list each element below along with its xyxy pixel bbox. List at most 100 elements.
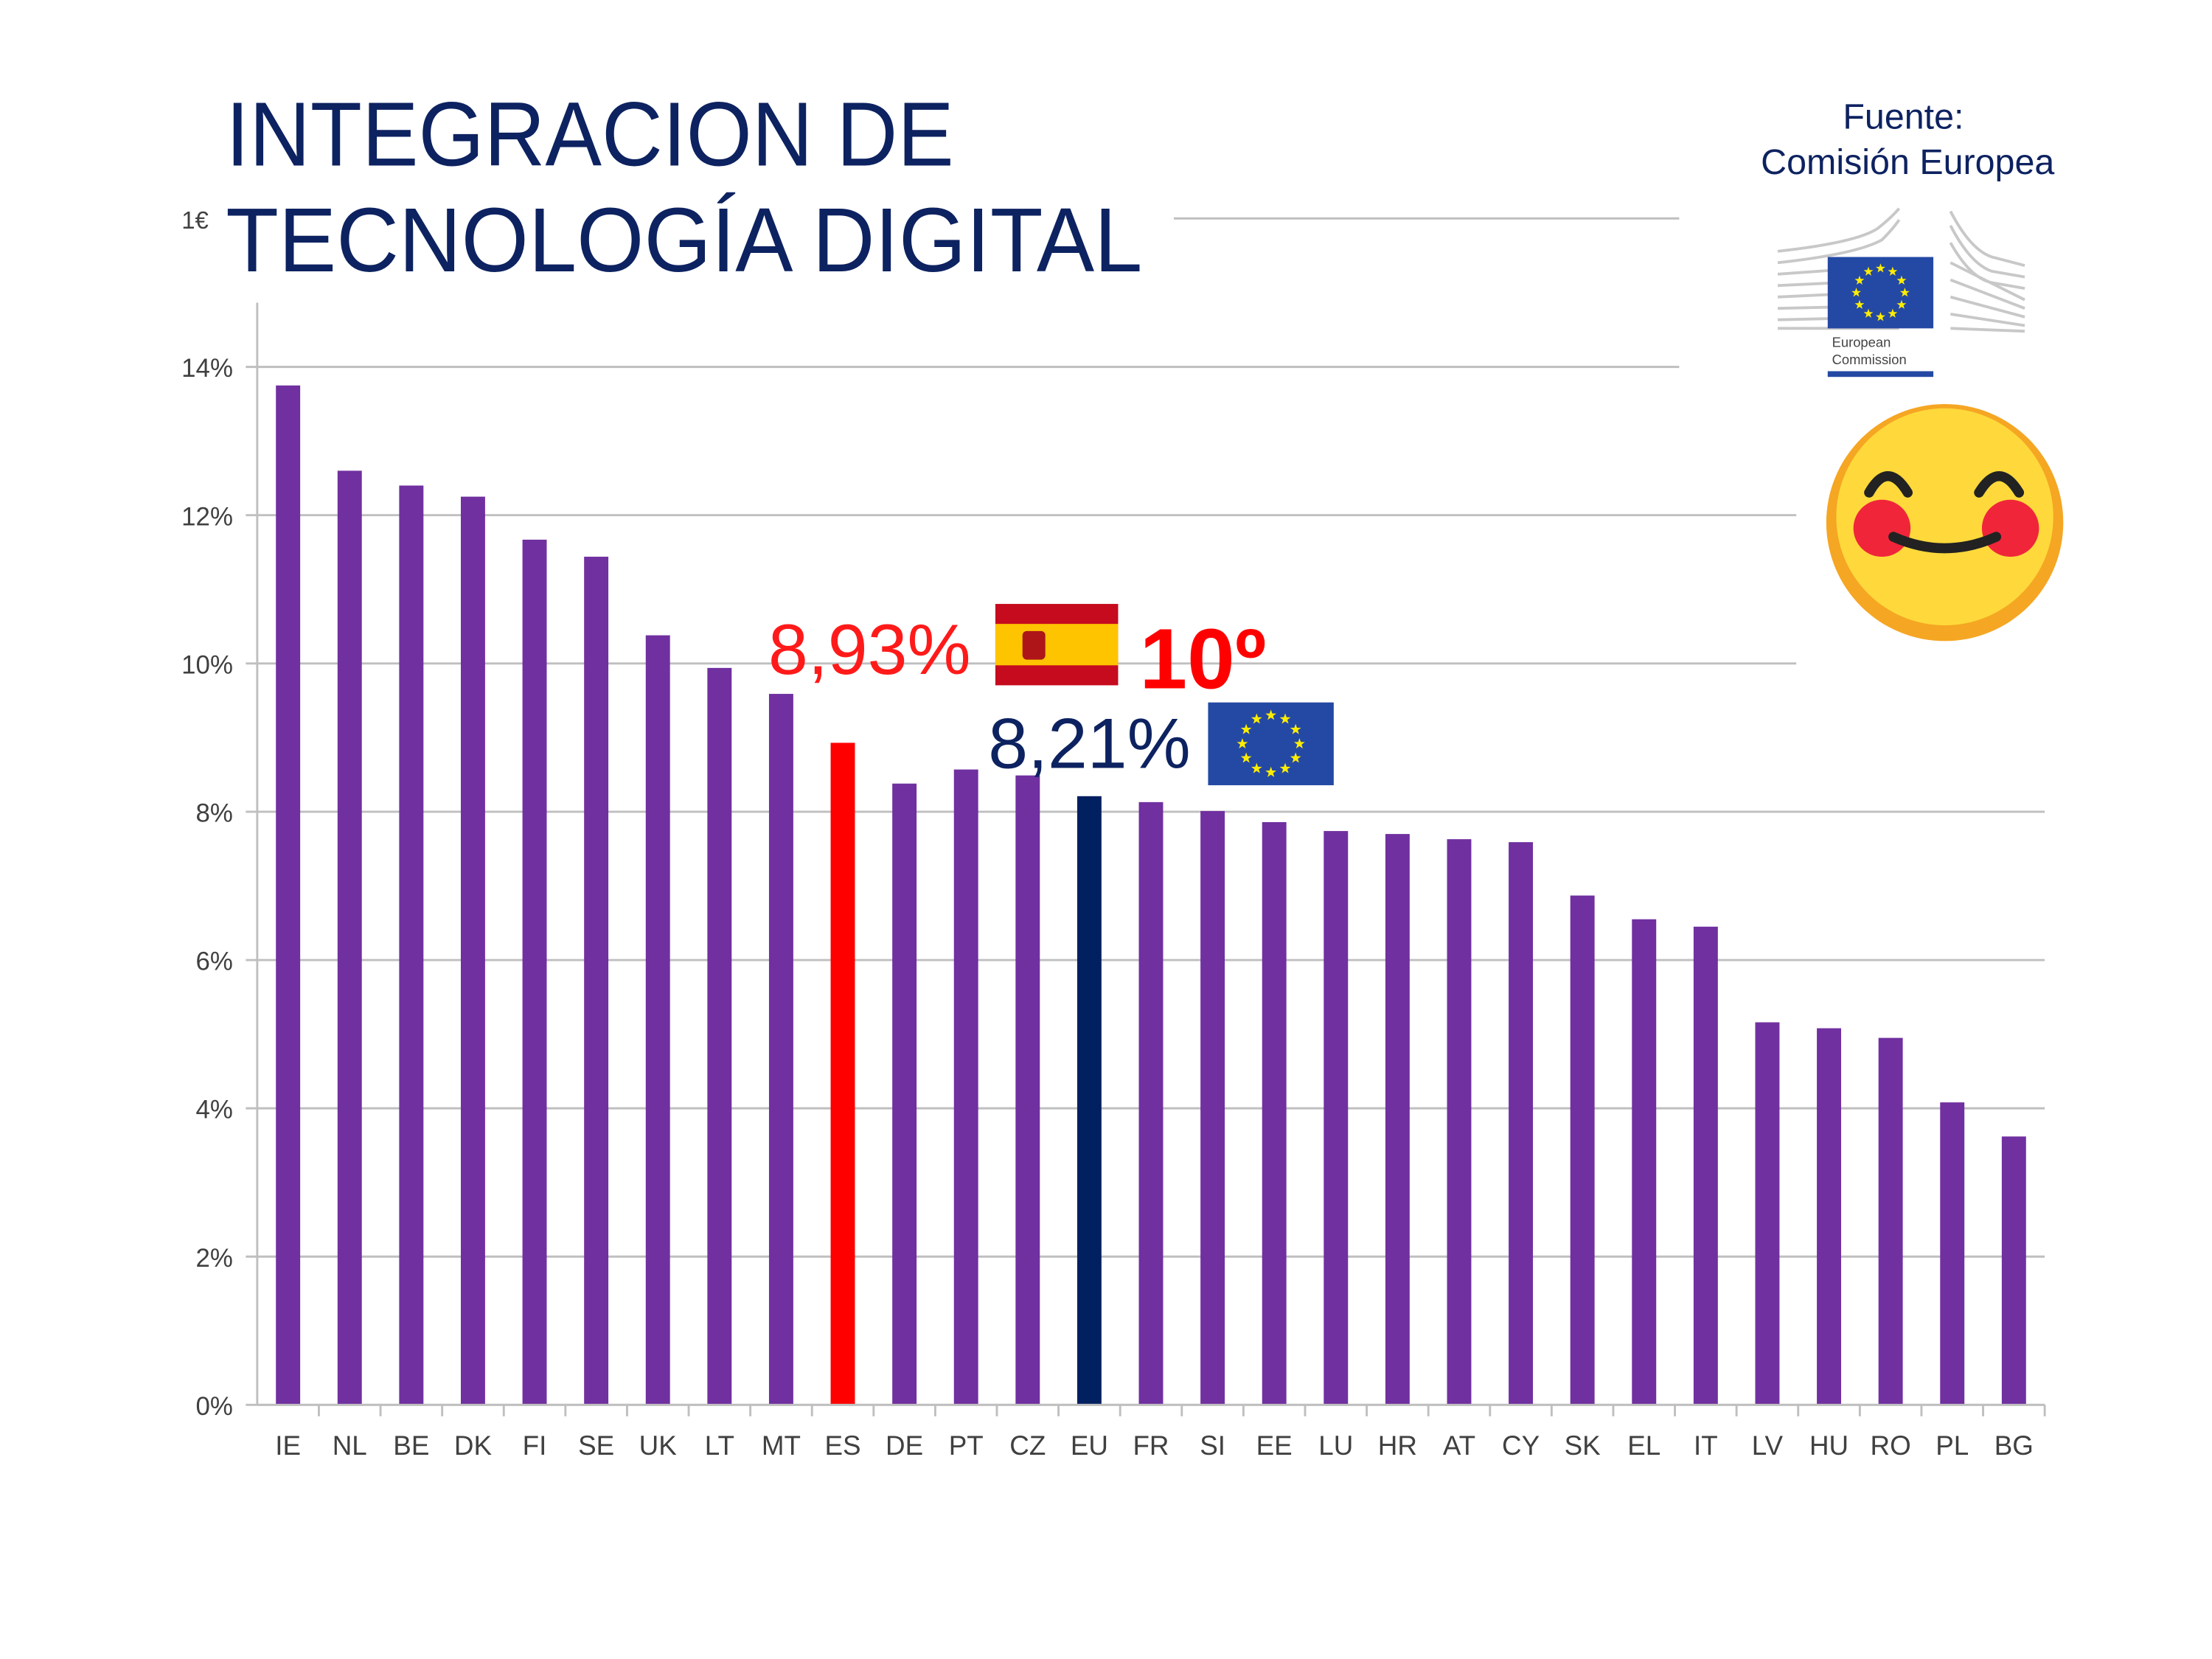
bar-lv: [1755, 1022, 1780, 1405]
y-tick-label: 6%: [196, 947, 233, 976]
svg-text:European: European: [1832, 335, 1891, 350]
x-tick-label: RO: [1871, 1430, 1911, 1461]
x-tick-label: CZ: [1009, 1430, 1046, 1461]
bar-ro: [1878, 1037, 1903, 1405]
star-icon: [1863, 308, 1874, 318]
x-tick-label: PL: [1935, 1430, 1969, 1461]
bar-cz: [1015, 775, 1040, 1405]
star-icon: [1251, 762, 1262, 773]
star-icon: [1294, 738, 1305, 749]
spain-value-label: 8,93%: [768, 609, 970, 689]
bar-it: [1693, 926, 1718, 1405]
x-tick-label: PT: [949, 1430, 984, 1461]
bar-ie: [276, 385, 301, 1405]
bar-sk: [1570, 895, 1595, 1405]
bar-ee: [1262, 822, 1287, 1405]
x-tick-label: LT: [705, 1430, 734, 1461]
y-tick-labels: 0% 2% 4% 6% 8% 10% 12% 14%: [181, 354, 233, 1421]
x-tick-label: MT: [762, 1430, 801, 1461]
x-tick-label: AT: [1443, 1430, 1475, 1461]
bar-mt: [768, 694, 793, 1405]
x-tick-label: IE: [275, 1430, 301, 1461]
title-line2: TECNOLOGÍA DIGITAL: [226, 189, 1142, 291]
x-tick-label: LU: [1318, 1430, 1353, 1461]
bar-nl: [337, 470, 362, 1405]
x-tick-label: BG: [1994, 1430, 2034, 1461]
eu-value-label: 8,21%: [988, 703, 1190, 784]
y-tick-label: 0%: [196, 1392, 233, 1421]
star-icon: [1251, 713, 1262, 724]
star-icon: [1888, 266, 1898, 276]
y-tick-label: 4%: [196, 1096, 233, 1124]
bar-de: [892, 783, 917, 1405]
y-tick-label: 10%: [181, 650, 233, 679]
bar-uk: [645, 635, 670, 1405]
y-tick-label: 14%: [181, 354, 233, 383]
bar-se: [584, 557, 609, 1405]
star-icon: [1265, 766, 1277, 777]
x-tick-label: DK: [454, 1430, 493, 1461]
star-icon: [1265, 709, 1277, 720]
x-tick-label: SI: [1200, 1430, 1225, 1461]
spain-flag-icon: [995, 604, 1119, 686]
star-icon: [1237, 738, 1248, 749]
x-tick-label: FR: [1133, 1430, 1169, 1461]
bar-es: [830, 742, 855, 1405]
x-tick-label: HU: [1809, 1430, 1848, 1461]
x-tick-labels: IE NL BE DK FI SE UK LT MT ES DE PT CZ EU FR SI EE LU HR AT…: [257, 1403, 2046, 1461]
star-icon: [1896, 299, 1907, 309]
bar-at: [1447, 839, 1472, 1405]
source-label: Fuente:: [1843, 97, 1964, 136]
x-tick-label: SE: [578, 1430, 614, 1461]
hidden-tick-fragment: 1€: [181, 206, 209, 234]
star-icon: [1279, 713, 1291, 724]
european-commission-logo: European Commission: [1777, 207, 2025, 378]
star-icon: [1854, 299, 1865, 309]
bar-hr: [1385, 834, 1410, 1405]
y-tick-label: 8%: [196, 799, 233, 827]
star-icon: [1290, 752, 1301, 763]
bar-lu: [1324, 831, 1349, 1405]
x-tick-label: IT: [1694, 1430, 1718, 1461]
title-line1: INTEGRACION DE: [226, 84, 954, 186]
x-tick-label: NL: [333, 1430, 367, 1461]
star-icon: [1240, 723, 1252, 734]
star-icon: [1851, 288, 1861, 297]
x-tick-label: ES: [824, 1430, 860, 1461]
star-icon: [1279, 762, 1291, 773]
x-tick-label: BE: [393, 1430, 429, 1461]
star-icon: [1290, 723, 1301, 734]
y-tick-label: 12%: [181, 502, 233, 531]
star-icon: [1854, 275, 1865, 285]
x-tick-label: EU: [1071, 1430, 1108, 1461]
x-tick-label: FI: [523, 1430, 547, 1461]
bar-dk: [460, 496, 485, 1405]
bar-hu: [1817, 1028, 1842, 1405]
bar-fr: [1138, 801, 1164, 1405]
bars: [276, 385, 2026, 1405]
x-tick-label: LV: [1752, 1430, 1784, 1461]
x-tick-label: EL: [1627, 1430, 1660, 1461]
smiling-face-icon: [1826, 403, 2064, 641]
y-tick-label: 2%: [196, 1244, 233, 1273]
x-tick-label: EE: [1256, 1430, 1293, 1461]
x-tick-label: UK: [639, 1430, 678, 1461]
bar-fi: [522, 539, 547, 1405]
x-tick-label: SK: [1565, 1430, 1601, 1461]
bar-el: [1632, 919, 1657, 1405]
bar-si: [1200, 810, 1225, 1405]
x-tick-label: HR: [1378, 1430, 1417, 1461]
spain-rank-label: 10º: [1140, 611, 1267, 706]
star-icon: [1240, 752, 1252, 763]
bar-be: [399, 485, 424, 1405]
star-icon: [1899, 288, 1910, 297]
star-icon: [1896, 275, 1907, 285]
star-icon: [1876, 263, 1885, 273]
bar-pl: [1940, 1102, 1965, 1405]
bar-eu: [1077, 796, 1102, 1405]
star-icon: [1863, 266, 1874, 276]
svg-text:Commission: Commission: [1832, 352, 1907, 367]
x-tick-label: CY: [1502, 1430, 1540, 1461]
x-tick-label: DE: [886, 1430, 923, 1461]
